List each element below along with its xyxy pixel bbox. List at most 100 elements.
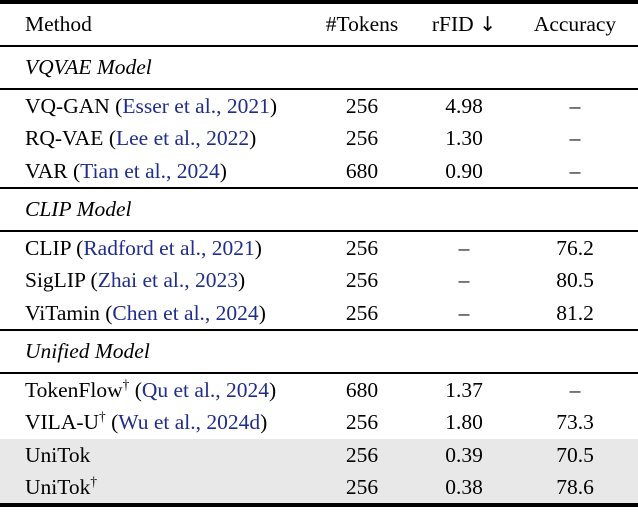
- method-cell: RQ-VAE (Lee et al., 2022): [0, 122, 308, 155]
- tokens-cell: 256: [345, 300, 379, 325]
- method-name: RQ-VAE: [25, 126, 104, 150]
- col-header-method: Method: [25, 12, 92, 36]
- paren-open: (: [105, 300, 113, 325]
- accuracy-cell: 80.5: [556, 268, 594, 292]
- col-header-tokens: #Tokens: [325, 12, 399, 36]
- results-table: Method #Tokens rFID ↓ Accuracy VQVAE Mod…: [0, 0, 638, 507]
- dagger-mark: †: [99, 408, 106, 424]
- method-cell: TokenFlow† (Qu et al., 2024): [0, 373, 308, 406]
- paren-close: ): [219, 158, 227, 183]
- method-cell: VILA-U† (Wu et al., 2024d): [0, 406, 308, 439]
- accuracy-cell: 73.3: [556, 410, 594, 434]
- paren-close: ): [238, 268, 246, 292]
- accuracy-cell: –: [569, 93, 581, 118]
- rfid-cell: –: [458, 235, 470, 260]
- accuracy-cell: 78.6: [556, 475, 594, 499]
- accuracy-cell: –: [569, 126, 581, 150]
- tokens-cell: 256: [345, 410, 379, 434]
- paren-close: ): [269, 377, 277, 402]
- method-name: ViTamin: [25, 300, 100, 325]
- paren-open: (: [76, 235, 84, 260]
- accuracy-cell: 70.5: [556, 443, 594, 467]
- table-header-row: Method #Tokens rFID ↓ Accuracy: [0, 2, 638, 46]
- paren-close: ): [249, 126, 257, 150]
- method-name: UniTok: [25, 475, 91, 499]
- method-name: SigLIP: [25, 268, 86, 292]
- paren-close: ): [260, 410, 268, 434]
- method-name: VAR: [25, 158, 68, 183]
- accuracy-cell: 76.2: [556, 235, 594, 260]
- down-arrow-icon: ↓: [479, 12, 497, 36]
- rfid-cell: 1.30: [445, 126, 483, 150]
- rfid-cell: –: [458, 300, 470, 325]
- dagger-mark: †: [122, 376, 130, 392]
- accuracy-cell: 81.2: [556, 300, 594, 325]
- col-header-rfid: rFID ↓: [416, 2, 512, 46]
- rfid-label: rFID: [431, 12, 474, 36]
- method-cell: UniTok: [0, 439, 308, 472]
- method-cell: SigLIP (Zhai et al., 2023): [0, 264, 308, 297]
- method-name: TokenFlow: [25, 377, 123, 402]
- section-row-unified: Unified Model: [0, 330, 638, 373]
- section-row-vqvae: VQVAE Model: [0, 46, 638, 89]
- rfid-cell: 0.38: [445, 475, 483, 499]
- citation-link[interactable]: Esser et al., 2021: [122, 93, 270, 118]
- rfid-cell: 4.98: [445, 93, 483, 118]
- citation-link[interactable]: Radford et al., 2021: [83, 235, 255, 260]
- method-name: VQ-GAN: [25, 93, 110, 118]
- rfid-cell: 0.90: [445, 158, 483, 183]
- paren-open: (: [90, 268, 98, 292]
- method-name: UniTok: [25, 443, 91, 467]
- method-cell: VAR (Tian et al., 2024): [0, 155, 308, 188]
- paren-close: ): [254, 235, 262, 260]
- table-row-vilau: VILA-U† (Wu et al., 2024d) 256 1.80 73.3: [0, 406, 638, 439]
- table-row-vitamin: ViTamin (Chen et al., 2024) 256 – 81.2: [0, 297, 638, 330]
- rfid-cell: 1.80: [445, 410, 483, 434]
- section-title: CLIP Model: [25, 197, 132, 221]
- accuracy-cell: –: [569, 158, 581, 183]
- section-row-clip: CLIP Model: [0, 188, 638, 231]
- dagger-mark: †: [90, 473, 98, 489]
- table-row-vqgan: VQ-GAN (Esser et al., 2021) 256 4.98 –: [0, 89, 638, 122]
- citation-link[interactable]: Tian et al., 2024: [80, 158, 220, 183]
- method-name: CLIP: [25, 235, 71, 260]
- tokens-cell: 680: [345, 158, 379, 183]
- tokens-cell: 256: [345, 126, 379, 150]
- table-row-unitok: UniTok 256 0.39 70.5: [0, 439, 638, 472]
- tokens-cell: 256: [345, 268, 379, 292]
- paren-open: (: [73, 158, 81, 183]
- rfid-cell: –: [458, 268, 470, 292]
- method-name: VILA-U: [25, 410, 100, 434]
- paren-open: (: [108, 126, 116, 150]
- method-cell: ViTamin (Chen et al., 2024): [0, 297, 308, 330]
- tokens-cell: 256: [345, 93, 379, 118]
- paren-open: (: [134, 377, 142, 402]
- table-row-unitok-dagger: UniTok† 256 0.38 78.6: [0, 472, 638, 505]
- tokens-cell: 256: [345, 475, 379, 499]
- section-title: VQVAE Model: [25, 55, 152, 79]
- paren-open: (: [115, 93, 123, 118]
- method-cell: CLIP (Radford et al., 2021): [0, 231, 308, 264]
- col-header-accuracy: Accuracy: [533, 12, 617, 36]
- tokens-cell: 680: [345, 377, 379, 402]
- table-row-tokenflow: TokenFlow† (Qu et al., 2024) 680 1.37 –: [0, 373, 638, 406]
- table-row-clip: CLIP (Radford et al., 2021) 256 – 76.2: [0, 231, 638, 264]
- table-row-siglip: SigLIP (Zhai et al., 2023) 256 – 80.5: [0, 264, 638, 297]
- table-row-var: VAR (Tian et al., 2024) 680 0.90 –: [0, 155, 638, 188]
- citation-link[interactable]: Zhai et al., 2023: [97, 268, 238, 292]
- rfid-cell: 1.37: [445, 377, 483, 402]
- accuracy-cell: –: [569, 377, 581, 402]
- citation-link[interactable]: Lee et al., 2022: [116, 126, 250, 150]
- citation-link[interactable]: Qu et al., 2024: [141, 377, 270, 402]
- section-title: Unified Model: [25, 339, 150, 363]
- tokens-cell: 256: [345, 235, 379, 260]
- citation-link[interactable]: Chen et al., 2024: [112, 300, 259, 325]
- rfid-cell: 0.39: [445, 443, 483, 467]
- paren-open: (: [111, 410, 119, 434]
- tokens-cell: 256: [345, 443, 379, 467]
- method-cell: VQ-GAN (Esser et al., 2021): [0, 89, 308, 122]
- paren-close: ): [269, 93, 277, 118]
- paren-close: ): [258, 300, 266, 325]
- table-row-rqvae: RQ-VAE (Lee et al., 2022) 256 1.30 –: [0, 122, 638, 155]
- citation-link[interactable]: Wu et al., 2024d: [118, 410, 261, 434]
